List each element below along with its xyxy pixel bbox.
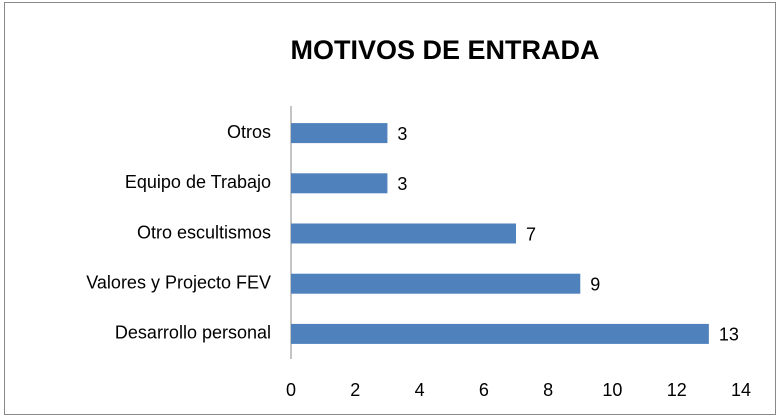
x-tick-label: 14 [731,380,751,400]
x-tick-label: 4 [415,380,425,400]
y-tick-label: Valores y Projecto FEV [86,272,271,292]
y-tick-label: Equipo de Trabajo [125,172,271,192]
bar [291,173,388,194]
data-label: 7 [526,224,536,244]
bar [291,323,709,344]
data-label: 13 [719,325,739,345]
bar [291,273,581,294]
chart-border [4,2,776,415]
data-label: 9 [590,274,600,294]
data-label: 3 [397,124,407,144]
chart-title: MOTIVOS DE ENTRADA [290,35,599,65]
y-tick-label: Desarrollo personal [115,323,271,343]
y-tick-label: Otros [227,122,271,142]
bar [291,223,516,244]
x-tick-label: 0 [286,380,296,400]
data-label: 3 [397,174,407,194]
y-tick-label: Otro escultismos [137,222,271,242]
x-tick-label: 10 [602,380,622,400]
x-tick-label: 6 [479,380,489,400]
x-tick-label: 2 [350,380,360,400]
x-tick-label: 8 [543,380,553,400]
x-tick-label: 12 [667,380,687,400]
bar [291,123,388,144]
